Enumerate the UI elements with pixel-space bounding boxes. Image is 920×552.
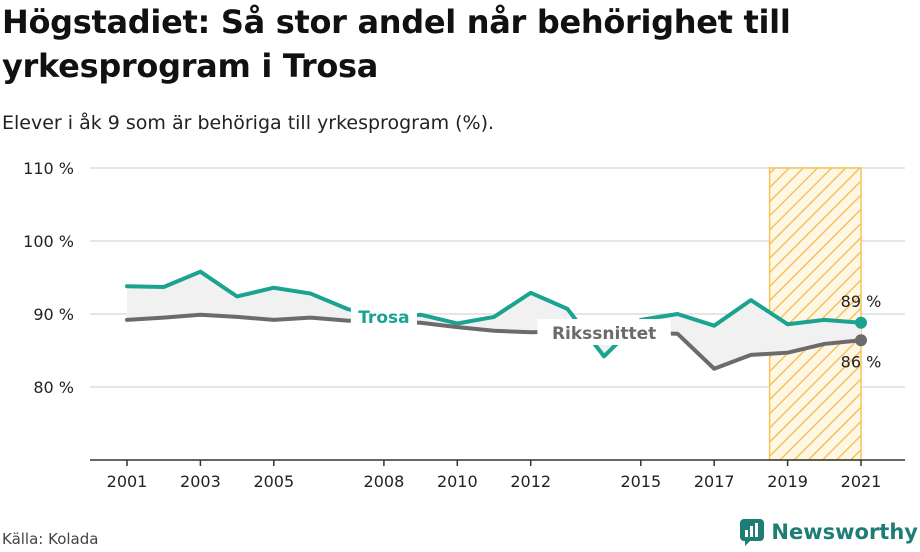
- x-tick-label: 2015: [620, 472, 661, 490]
- series-lines: [125, 269, 863, 371]
- area-between-series: [127, 271, 861, 369]
- series-label-background: [350, 302, 417, 329]
- x-tick-label: 2019: [767, 472, 808, 490]
- x-tick-label: 2017: [694, 472, 735, 490]
- x-tick-label: 2005: [253, 472, 294, 490]
- series-line-riket: [125, 312, 863, 371]
- end-points: 89 % 86 %: [841, 292, 882, 372]
- line-chart: 80 %90 %100 %110 % 2001 2003 2005 2008 2010 2…: [23, 159, 905, 490]
- y-tick-label: 110 %: [23, 159, 74, 178]
- y-tick-label: 90 %: [33, 305, 74, 324]
- source-note: Källa: Kolada: [2, 530, 99, 548]
- x-axis: 2001 2003 2005 2008 2010 2012 2015 2017 2019 2021: [90, 459, 905, 490]
- highlight-band: [768, 167, 862, 461]
- highlight-period: [768, 167, 862, 461]
- end-label-trosa: 89 %: [841, 292, 882, 311]
- x-tick-label: 2012: [510, 472, 551, 490]
- end-label-riket: 86 %: [841, 352, 882, 371]
- series-label-background: [537, 318, 671, 345]
- end-point-trosa: [855, 316, 867, 329]
- x-tick-label: 2010: [437, 472, 478, 490]
- y-tick-label: 80 %: [33, 378, 74, 397]
- x-tick-label: 2003: [180, 472, 221, 490]
- brand-logo: Newsworthy: [739, 518, 918, 546]
- series-labels: Trosa Rikssnittet: [350, 302, 671, 345]
- x-tick-label: 2001: [107, 472, 148, 490]
- x-tick-label: 2021: [841, 472, 882, 490]
- y-tick-label: 100 %: [23, 232, 74, 251]
- x-tick-label: 2008: [364, 472, 405, 490]
- difference-area: [127, 271, 861, 369]
- series-label-trosa: Trosa: [358, 308, 409, 328]
- series-line-trosa: [125, 269, 863, 359]
- newsworthy-logo-icon: [740, 519, 765, 546]
- page-title: Högstadiet: Så stor andel når behörighet…: [2, 3, 791, 85]
- y-axis-ticks: 80 % 90 % 100 % 110 %: [23, 159, 74, 397]
- series-label-riket: Rikssnittet: [552, 324, 656, 344]
- brand-name: Newsworthy: [771, 520, 918, 544]
- end-point-riket: [855, 334, 867, 347]
- chart-subtitle: Elever i åk 9 som är behöriga till yrkes…: [2, 112, 495, 134]
